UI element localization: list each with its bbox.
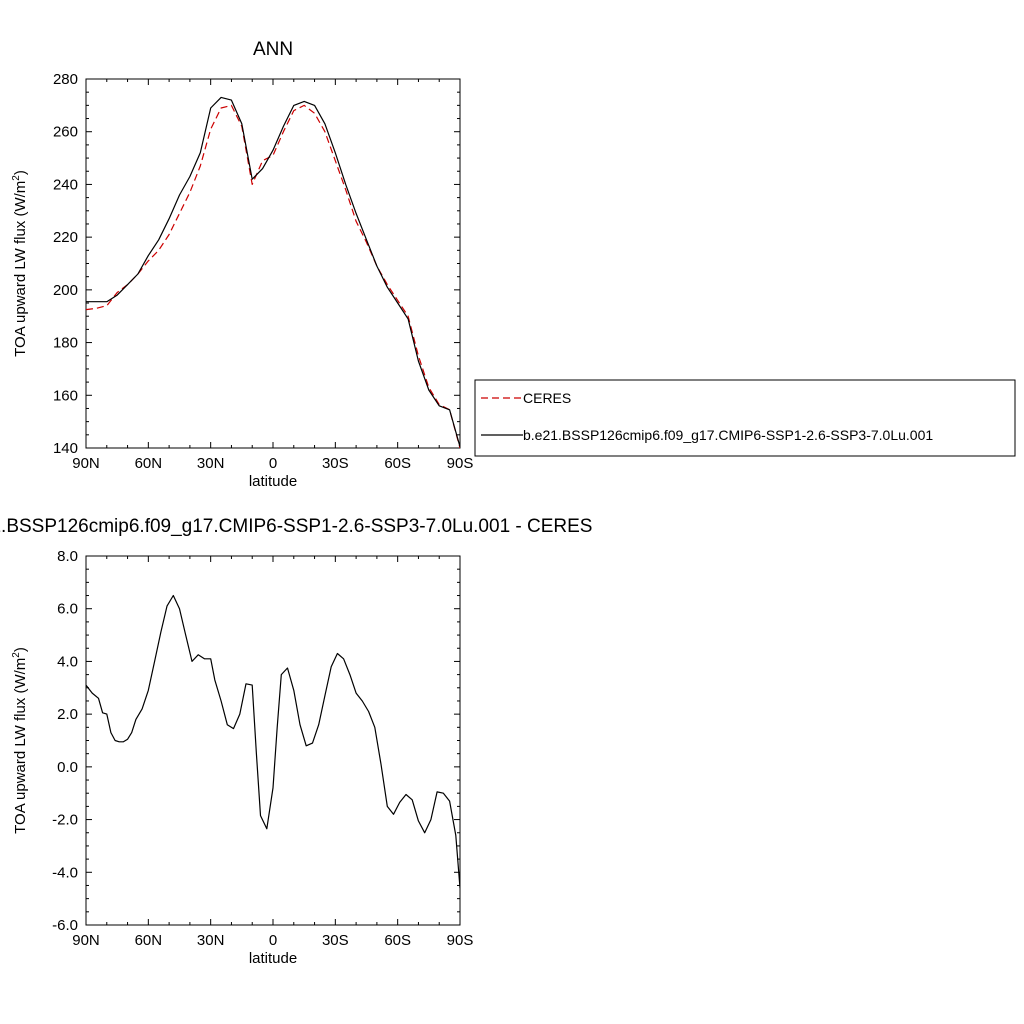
plot-frame (85, 555, 461, 926)
chart-title: b.e21.BSSP126cmip6.f09_g17.CMIP6-SSP1-2.… (0, 516, 592, 537)
x-tick-label: 30S (322, 932, 349, 949)
y-tick-label: -6.0 (52, 917, 78, 934)
y-tick-label: 160 (53, 387, 78, 404)
top-panel-annual-lw-flux: ANN 140 160 180 200 220 240 260 280 90N 60N 30N 0 30S… (11, 39, 1016, 490)
y-tick-label: 180 (53, 335, 78, 352)
legend-box (474, 379, 1016, 457)
y-tick-label: 0.0 (57, 759, 78, 776)
x-tick-label: 90N (72, 455, 100, 472)
x-tick-label: 60S (384, 455, 411, 472)
x-tick-label: 90S (447, 932, 474, 949)
plot-frame (85, 78, 461, 449)
y-axis-label: TOA upward LW flux (W/m2) (11, 647, 29, 834)
legend-label: CERES (523, 390, 571, 406)
x-tick-label: 60S (384, 932, 411, 949)
y-tick-label: 2.0 (57, 706, 78, 723)
y-tick-label: 140 (53, 440, 78, 457)
chart-title: ANN (253, 39, 293, 60)
legend-label: b.e21.BSSP126cmip6.f09_g17.CMIP6-SSP1-2.… (523, 427, 933, 443)
x-tick-label: 30S (322, 455, 349, 472)
y-axis-label: TOA upward LW flux (W/m2) (11, 170, 29, 357)
y-tick-label: 260 (53, 124, 78, 141)
bottom-panel-difference: b.e21.BSSP126cmip6.f09_g17.CMIP6-SSP1-2.… (0, 516, 592, 967)
x-tick-label: 0 (269, 455, 277, 472)
y-tick-label: -4.0 (52, 864, 78, 881)
x-axis-label: latitude (249, 950, 297, 967)
y-tick-label: 220 (53, 229, 78, 246)
x-tick-label: 90S (447, 455, 474, 472)
y-tick-label: -2.0 (52, 812, 78, 829)
legend: CERES b.e21.BSSP126cmip6.f09_g17.CMIP6-SS… (474, 379, 1016, 457)
x-tick-label: 0 (269, 932, 277, 949)
y-tick-label: 280 (53, 71, 78, 88)
series-line-ceres (86, 104, 460, 448)
x-tick-label: 60N (135, 932, 163, 949)
x-tick-label: 30N (197, 932, 225, 949)
y-tick-label: 8.0 (57, 548, 78, 565)
series-line-model (86, 96, 460, 447)
y-tick-label: 240 (53, 176, 78, 193)
x-axis-label: latitude (249, 473, 297, 490)
y-tick-label: 4.0 (57, 653, 78, 670)
x-tick-label: 30N (197, 455, 225, 472)
x-tick-label: 90N (72, 932, 100, 949)
y-tick-label: 6.0 (57, 601, 78, 618)
y-tick-label: 200 (53, 282, 78, 299)
series-line-model (86, 594, 460, 889)
x-tick-label: 60N (135, 455, 163, 472)
